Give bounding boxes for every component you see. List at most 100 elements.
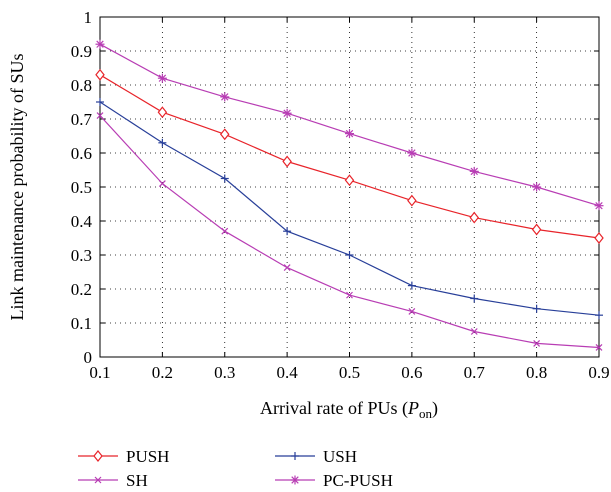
y-tick-label: 0.3: [71, 246, 92, 265]
point-pc-push: [594, 201, 604, 211]
x-tick-label: 0.9: [588, 363, 609, 382]
point-ush: [595, 311, 603, 320]
marker-star-b: [96, 40, 104, 48]
point-sh: [346, 291, 353, 299]
point-pc-push: [220, 92, 230, 102]
marker-x-b: [470, 328, 478, 335]
point-sh: [283, 264, 291, 272]
series-pc-push: [95, 39, 604, 211]
marker-star-b: [158, 74, 167, 82]
y-tick-label: 0.1: [71, 314, 92, 333]
marker-diamond: [93, 450, 103, 462]
marker-diamond: [282, 155, 292, 168]
marker-star-b: [532, 183, 541, 191]
marker-star-b: [345, 129, 354, 138]
x-axis-title: Arrival rate of PUs (Pon): [260, 398, 438, 421]
x-tick-label: 0.6: [401, 363, 422, 382]
point-ush: [532, 304, 541, 313]
series-ush: [96, 98, 603, 320]
point-sh: [221, 227, 229, 235]
point-sh: [158, 180, 166, 188]
marker-diamond: [469, 211, 480, 224]
point-push: [469, 211, 480, 224]
marker-star-b: [283, 109, 291, 117]
point-push: [157, 106, 168, 119]
marker-x-b: [533, 339, 541, 347]
marker-diamond: [344, 174, 355, 187]
point-pc-push: [345, 129, 354, 139]
y-tick-label: 0.6: [71, 144, 92, 163]
point-pc-push: [95, 39, 105, 49]
point-push: [344, 174, 355, 187]
point-pc-push: [469, 166, 479, 176]
marker-diamond: [531, 223, 542, 236]
x-tick-label: 0.8: [526, 363, 547, 382]
marker-star-b: [291, 476, 299, 484]
axis-ticks: 0.1 0.2 0.3 0.4 0.5 0.6 0.7 0.8 0.900.10.20.30.4…: [71, 8, 610, 382]
marker-x-b: [595, 344, 603, 351]
y-axis-title: Link maintenance probability of SUs: [7, 54, 27, 321]
point-pc-push: [532, 182, 542, 192]
legend-item-push: PUSH: [78, 447, 169, 466]
marker-x-b: [346, 291, 353, 299]
marker-x-b: [408, 308, 416, 315]
legend: PUSH USH SH PC-PUSH: [78, 447, 393, 490]
marker-x-b: [283, 264, 291, 272]
point-push: [407, 194, 417, 207]
x-tick-label: 0.3: [214, 363, 235, 382]
x-tick-label: 0.5: [339, 363, 360, 382]
series-layer: [95, 39, 604, 351]
marker-diamond: [594, 232, 604, 244]
marker-star-b: [470, 167, 478, 176]
point-push: [594, 232, 604, 244]
point-ush: [220, 174, 229, 183]
marker-star-b: [408, 149, 416, 157]
legend-marker: [93, 450, 103, 462]
legend-label: USH: [323, 447, 357, 466]
point-ush: [407, 281, 416, 290]
legend-label: PC-PUSH: [323, 471, 393, 490]
point-sh: [595, 344, 603, 351]
marker-x-b: [94, 476, 102, 484]
marker-diamond: [219, 128, 230, 141]
point-push: [282, 155, 292, 168]
y-tick-label: 0.5: [71, 178, 92, 197]
point-ush: [158, 138, 167, 147]
point-pc-push: [157, 73, 167, 83]
series-push: [95, 68, 604, 244]
y-tick-label: 0.4: [71, 212, 93, 231]
marker-diamond: [407, 194, 417, 207]
y-tick-label: 0.9: [71, 42, 92, 61]
x-tick-label: 0.7: [464, 363, 486, 382]
legend-marker: [291, 452, 299, 460]
point-pc-push: [407, 148, 417, 158]
legend-label: SH: [126, 471, 148, 490]
point-push: [219, 128, 230, 141]
point-sh: [470, 328, 478, 335]
grid-lines: [100, 17, 599, 357]
point-ush: [470, 294, 479, 303]
legend-item-pc-push: PC-PUSH: [275, 471, 393, 490]
series-line-push: [99, 74, 600, 239]
marker-x-b: [96, 112, 104, 120]
y-tick-label: 0.8: [71, 76, 92, 95]
point-push: [531, 223, 542, 236]
legend-item-sh: SH: [78, 471, 148, 490]
marker-star-b: [221, 93, 229, 101]
marker-star-b: [595, 201, 603, 210]
point-ush: [283, 227, 292, 236]
marker-x-b: [158, 180, 166, 188]
y-tick-label: 0: [84, 348, 93, 367]
point-ush: [96, 98, 104, 106]
y-tick-label: 0.2: [71, 280, 92, 299]
point-ush: [345, 251, 354, 259]
point-sh: [533, 339, 541, 347]
point-push: [95, 68, 105, 81]
y-tick-label: 0.7: [71, 110, 93, 129]
series-sh: [96, 112, 603, 351]
legend-marker: [94, 476, 102, 484]
legend-marker: [290, 475, 300, 485]
x-tick-label: 0.2: [152, 363, 173, 382]
point-pc-push: [282, 108, 292, 118]
